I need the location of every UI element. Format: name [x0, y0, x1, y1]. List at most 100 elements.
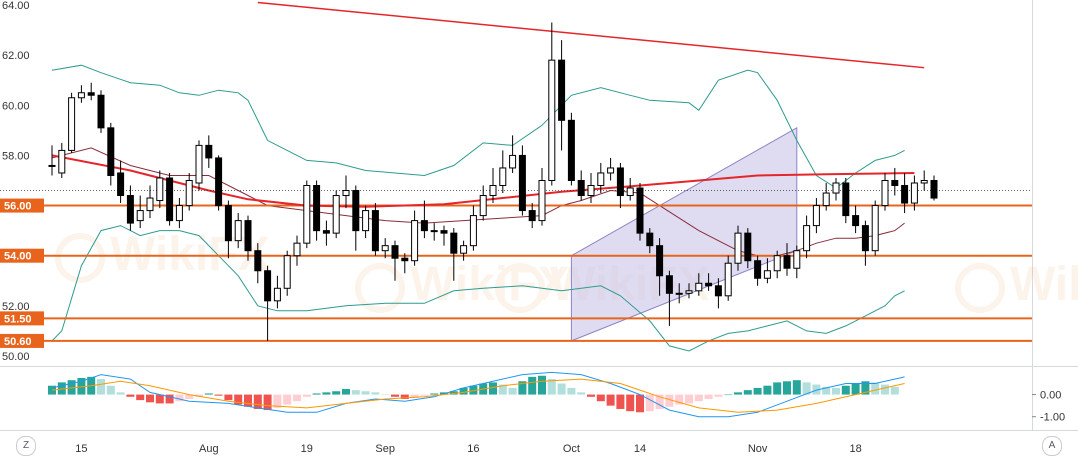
- candle-body: [773, 255, 781, 272]
- candle-body: [273, 287, 281, 302]
- candle-body: [224, 205, 232, 242]
- candle-body: [450, 232, 458, 254]
- candle-body: [538, 179, 546, 222]
- candle: [793, 245, 801, 279]
- candle: [381, 238, 389, 259]
- macd-histogram-bar: [822, 386, 831, 395]
- candle: [352, 185, 360, 251]
- price-tick-label: 62.00: [2, 50, 30, 62]
- macd-histogram-bar: [871, 382, 880, 395]
- candle: [587, 172, 595, 204]
- indicator-tick-label: 0.00: [1040, 390, 1061, 402]
- macd-histogram-bar: [420, 394, 429, 396]
- candle-body: [665, 275, 673, 294]
- macd-histogram-bar: [538, 375, 546, 395]
- macd-histogram-bar: [557, 383, 566, 395]
- candle: [68, 92, 76, 153]
- candle: [607, 157, 615, 181]
- bollinger-lower-band: [51, 225, 905, 352]
- scale-button-left[interactable]: Z: [16, 436, 36, 456]
- candle: [362, 205, 370, 239]
- macd-histogram-bar: [469, 385, 478, 395]
- macd-histogram-bar: [802, 382, 811, 395]
- candle: [665, 270, 673, 326]
- macd-histogram-bar: [596, 394, 605, 402]
- level-label-box: [0, 311, 44, 326]
- candle: [597, 162, 605, 194]
- candle-body: [509, 154, 517, 169]
- candle-body: [58, 149, 66, 174]
- candle: [313, 180, 321, 241]
- watermark-logo-icon: [55, 233, 105, 283]
- macd-histogram-bar: [851, 383, 860, 395]
- candle-body: [724, 262, 732, 297]
- candle: [460, 240, 468, 261]
- scale-button-right[interactable]: A: [1042, 436, 1062, 456]
- macd-histogram-bar: [645, 394, 654, 412]
- candle: [254, 243, 262, 284]
- candle: [273, 275, 281, 309]
- bollinger-upper-band: [51, 64, 905, 189]
- candle-body: [479, 195, 487, 217]
- candle-body: [205, 144, 213, 159]
- candle: [646, 228, 654, 254]
- candle-body: [754, 260, 762, 279]
- resistance-trendline: [257, 1, 925, 69]
- candle-body: [313, 185, 321, 232]
- level-label-box: [0, 248, 44, 263]
- candle: [783, 243, 791, 276]
- macd-histogram-bar: [381, 394, 390, 396]
- moving-average-200: [51, 154, 915, 208]
- time-tick-label: 15: [75, 443, 87, 455]
- candle: [244, 215, 252, 261]
- candle: [538, 167, 546, 226]
- candle: [518, 145, 526, 216]
- time-tick-label: Sep: [375, 443, 395, 455]
- macd-histogram-bar: [273, 394, 282, 408]
- candle-body: [430, 230, 438, 233]
- candle-body: [401, 257, 409, 262]
- time-tick-label: 14: [634, 443, 646, 455]
- candle: [175, 198, 183, 229]
- candle-body: [705, 282, 713, 287]
- candle-body: [656, 245, 664, 277]
- price-tick-label: 52.00: [2, 301, 30, 313]
- candle: [322, 220, 330, 246]
- macd-histogram-bar: [371, 392, 380, 395]
- candle: [910, 175, 918, 211]
- macd-histogram-bar: [410, 394, 419, 398]
- candle-body: [548, 59, 556, 181]
- candle: [616, 162, 624, 209]
- candle: [293, 235, 301, 266]
- candle-body: [616, 167, 624, 197]
- macd-histogram-bar: [77, 377, 86, 395]
- candle-body: [734, 232, 742, 264]
- macd-histogram-bar: [116, 392, 125, 395]
- candle: [509, 135, 517, 173]
- candle-body: [254, 250, 262, 272]
- candle-body: [577, 179, 585, 197]
- candle-body: [332, 195, 340, 234]
- candle: [499, 150, 507, 194]
- macd-histogram-bar: [743, 390, 752, 395]
- level-label-text: 50.60: [4, 336, 32, 348]
- candle: [440, 225, 448, 246]
- candle-body: [636, 187, 644, 234]
- macd-histogram-bar: [136, 394, 145, 401]
- candle-body: [420, 220, 428, 232]
- macd-histogram-bar: [195, 394, 203, 397]
- time-tick-label: Oct: [563, 443, 580, 455]
- candle-body: [852, 215, 860, 227]
- candle: [656, 238, 664, 296]
- candle-body: [185, 179, 193, 207]
- watermark-logo-icon: [355, 263, 405, 313]
- candle: [861, 220, 869, 266]
- candle: [724, 255, 732, 301]
- price-tick-label: 58.00: [2, 150, 30, 162]
- candle: [695, 273, 703, 296]
- candle: [852, 205, 860, 234]
- macd-histogram-bar: [587, 394, 595, 397]
- candle-body: [215, 157, 223, 207]
